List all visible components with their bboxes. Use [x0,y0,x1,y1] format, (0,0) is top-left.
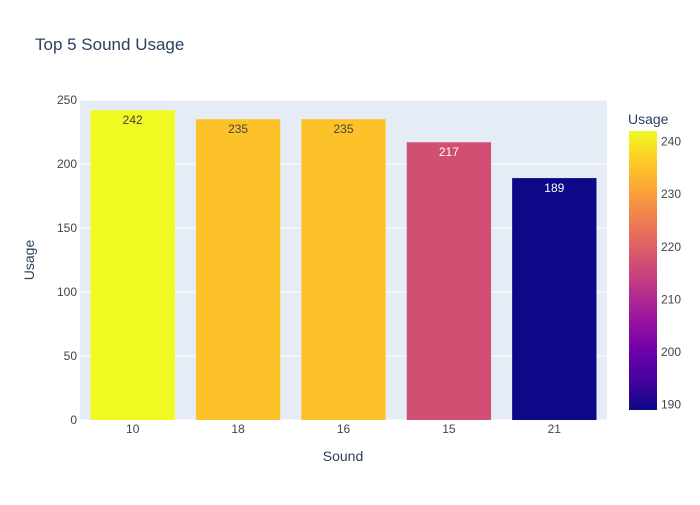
bar[interactable] [406,142,492,421]
bar-data-label: 242 [123,113,143,127]
y-tick-label: 200 [57,157,77,171]
colorbar-tick-label: 220 [661,240,681,254]
x-axis-label: Sound [323,448,363,464]
y-axis-label: Usage [21,240,37,281]
colorbar-tick-label: 240 [661,135,681,149]
colorbar-tick-label: 230 [661,187,681,201]
colorbar-tick-label: 190 [661,398,681,412]
bars [90,110,597,421]
colorbar-ticks: 190 200 210 220 230 240 [661,135,681,412]
colorbar-title: Usage [628,111,669,127]
x-tick-label: 16 [337,422,351,436]
x-tick-label: 18 [231,422,245,436]
x-tick-label: 10 [126,422,140,436]
colorbar-gradient [629,131,657,410]
bar-data-label: 189 [544,181,564,195]
y-tick-label: 150 [57,221,77,235]
x-tick-label: 15 [442,422,456,436]
chart-title: Top 5 Sound Usage [35,35,184,54]
colorbar-tick-label: 210 [661,292,681,306]
y-tick-label: 0 [70,413,77,427]
colorbar: Usage 190 200 210 220 230 240 [628,111,681,412]
y-axis-ticks: 0 50 100 150 200 250 [57,93,77,427]
y-tick-label: 100 [57,285,77,299]
bar[interactable] [90,110,175,421]
x-axis-ticks: 10 18 16 15 21 [126,422,561,436]
bar-data-label: 217 [439,145,459,159]
bar-data-labels: 242 235 235 217 189 [123,113,565,195]
y-tick-label: 250 [57,93,77,107]
y-tick-label: 50 [64,349,78,363]
bar[interactable] [195,119,281,420]
bar-data-label: 235 [333,122,353,136]
x-tick-label: 21 [548,422,562,436]
bar[interactable] [301,119,386,420]
bar-data-label: 235 [228,122,248,136]
colorbar-tick-label: 200 [661,345,681,359]
bar[interactable] [512,178,597,420]
